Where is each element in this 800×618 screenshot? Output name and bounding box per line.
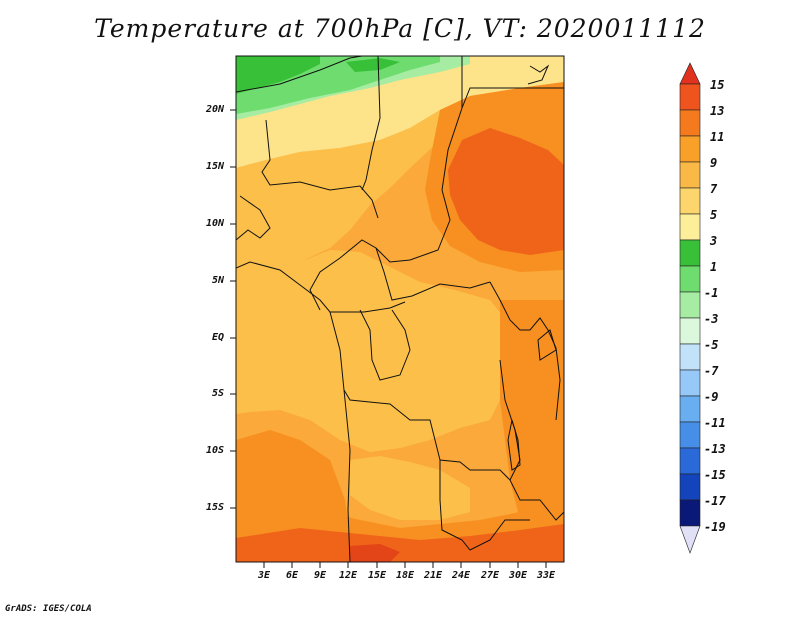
colorbar-label: -19 xyxy=(704,520,726,534)
lat-label-10s: 10S xyxy=(206,445,225,456)
field-green-1 xyxy=(236,56,320,94)
lat-label-eq: EQ xyxy=(212,332,225,343)
border-line xyxy=(236,56,363,93)
border-line xyxy=(309,107,463,311)
border-line xyxy=(489,281,561,421)
colorbar-label: 13 xyxy=(710,104,725,118)
colorbar-segment xyxy=(679,291,701,319)
border-line xyxy=(236,195,271,241)
border-line xyxy=(236,261,406,313)
lon-label-27e: 27E xyxy=(481,570,500,581)
border-line xyxy=(329,311,564,521)
border-line xyxy=(439,460,530,551)
colorbar-segment xyxy=(679,135,701,163)
lon-label-15e: 15E xyxy=(368,570,387,581)
field-region-t13-south xyxy=(236,524,564,562)
colorbar-segment xyxy=(679,317,701,345)
field-green-1-b xyxy=(346,58,400,72)
lon-label-9e: 9E xyxy=(314,570,327,581)
colorbar-segment xyxy=(679,447,701,475)
temperature-field xyxy=(236,56,564,562)
colorbar-segment xyxy=(679,395,701,423)
colorbar-segment xyxy=(679,473,701,501)
colorbar-label: 3 xyxy=(710,234,718,248)
field-region-t7-central xyxy=(236,250,510,452)
colorbar-label: 1 xyxy=(710,260,718,274)
colorbar-label: -15 xyxy=(704,468,726,482)
colorbar-label: -9 xyxy=(704,390,719,404)
colorbar-label: -5 xyxy=(704,338,719,352)
colorbar-label: -7 xyxy=(704,364,719,378)
border-line xyxy=(261,119,379,219)
lon-label-12e: 12E xyxy=(339,570,358,581)
colorbar-top-triangle xyxy=(679,62,701,85)
colorbar-segment xyxy=(679,369,701,397)
field-region-t11-east xyxy=(500,300,564,562)
colorbar-label: -17 xyxy=(704,494,726,508)
colorbar-bottom-triangle xyxy=(679,525,701,554)
field-band-t7 xyxy=(236,82,564,280)
border-line xyxy=(507,419,521,471)
colorbar-label: -3 xyxy=(704,312,719,326)
border-line xyxy=(375,247,491,301)
lat-label-15s: 15S xyxy=(206,502,225,513)
colorbar-label: -11 xyxy=(704,416,726,430)
lon-label-3e: 3E xyxy=(258,570,271,581)
colorbar-segment xyxy=(679,213,701,241)
map-title: Temperature at 700hPa [C], VT: 202001111… xyxy=(94,14,706,43)
border-line xyxy=(527,64,550,85)
colorbar-label: 5 xyxy=(710,208,718,222)
lon-label-6e: 6E xyxy=(286,570,299,581)
colorbar-label: -1 xyxy=(704,286,719,300)
lat-label-20n: 20N xyxy=(206,104,225,115)
border-line xyxy=(461,56,564,109)
colorbar-segment xyxy=(679,109,701,137)
colorbar-segment xyxy=(679,239,701,267)
grads-credit: GrADS: IGES/COLA xyxy=(5,604,92,614)
lon-label-33e: 33E xyxy=(537,570,556,581)
lon-ticks xyxy=(263,562,547,568)
lon-label-24e: 24E xyxy=(452,570,471,581)
colorbar-segment xyxy=(679,343,701,371)
lon-label-18e: 18E xyxy=(396,570,415,581)
colorbar-segment xyxy=(679,421,701,449)
colorbar-segment xyxy=(679,499,701,527)
colorbar-segment xyxy=(679,161,701,189)
border-line xyxy=(343,389,351,562)
lon-label-30e: 30E xyxy=(509,570,528,581)
lat-label-15n: 15N xyxy=(206,161,225,172)
border-line xyxy=(359,309,411,381)
colorbar-segment xyxy=(679,83,701,111)
colorbar-segment xyxy=(679,187,701,215)
field-region-t15-south xyxy=(350,544,400,562)
border-line xyxy=(361,56,381,191)
colorbar-label: 11 xyxy=(710,130,725,144)
country-borders xyxy=(236,56,564,562)
field-region-t13-northeast xyxy=(448,128,564,255)
lat-label-10n: 10N xyxy=(206,218,225,229)
lon-label-21e: 21E xyxy=(424,570,443,581)
colorbar-label: 7 xyxy=(710,182,718,196)
map-frame xyxy=(235,55,565,563)
colorbar-label: 15 xyxy=(710,78,725,92)
colorbar xyxy=(679,62,701,554)
lat-label-5s: 5S xyxy=(212,388,225,399)
lat-label-5n: 5N xyxy=(212,275,225,286)
colorbar-segment xyxy=(679,265,701,293)
colorbar-label: 9 xyxy=(710,156,718,170)
lat-ticks xyxy=(230,109,236,509)
border-line xyxy=(537,329,557,361)
colorbar-label: -13 xyxy=(704,442,726,456)
